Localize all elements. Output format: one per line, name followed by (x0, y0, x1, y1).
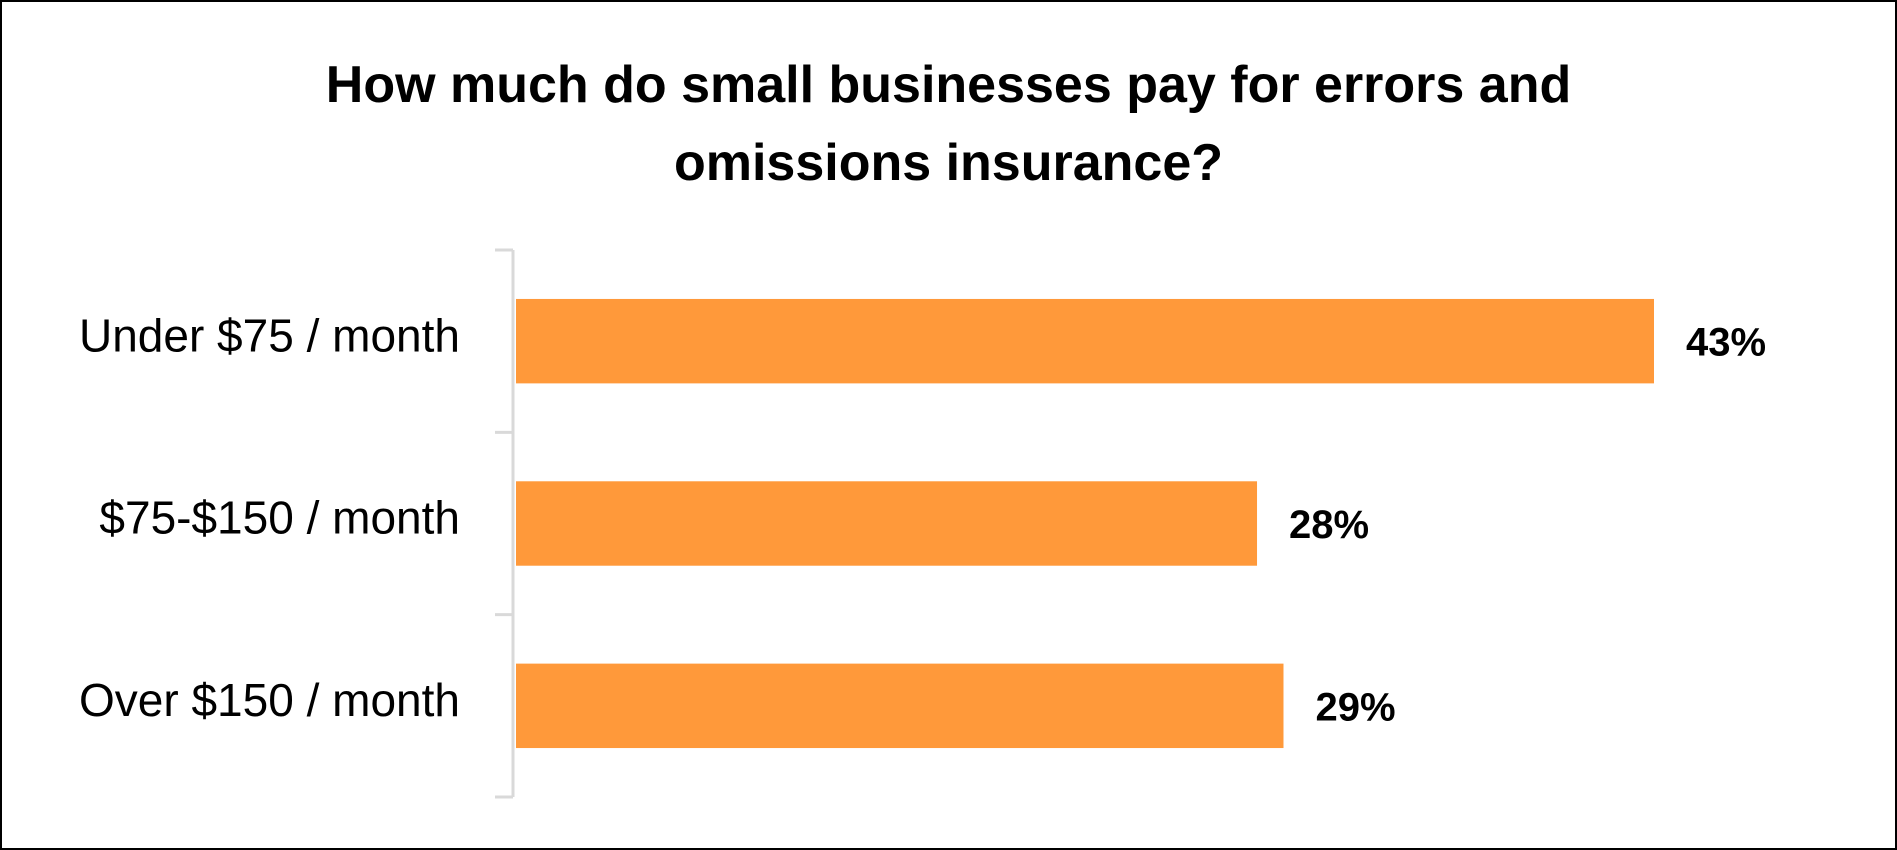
value-labels: 43% 28% 29% (1289, 321, 1766, 730)
bar (516, 663, 1284, 749)
category-label: Under $75 / month (79, 309, 460, 361)
value-label: 43% (1686, 321, 1766, 365)
value-label: 29% (1315, 685, 1395, 729)
category-axis-ticks (495, 248, 513, 799)
category-label: $75-$150 / month (99, 492, 460, 544)
category-label: Over $150 / month (79, 674, 460, 726)
value-label: 28% (1289, 503, 1369, 547)
bar (516, 298, 1654, 384)
chart-title-text: How much do small businesses pay for err… (325, 56, 1572, 192)
chart-title: How much do small businesses pay for err… (2, 46, 1895, 202)
bars (516, 298, 1654, 749)
bar (516, 481, 1258, 566)
category-labels: Under $75 / month $75-$150 / month Over $1… (79, 309, 460, 726)
